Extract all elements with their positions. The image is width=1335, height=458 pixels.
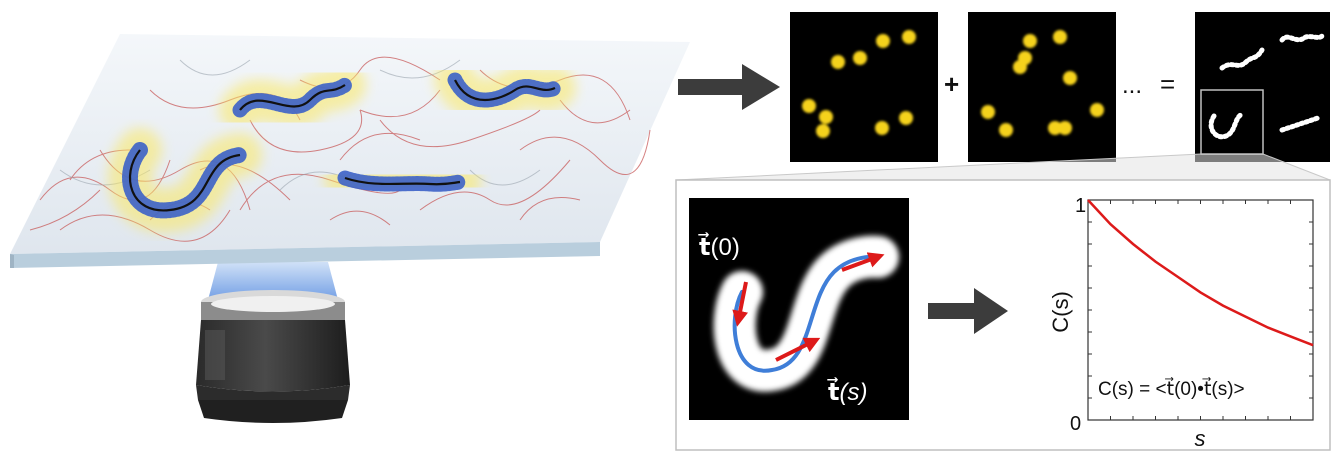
process-arrow-2 [928,288,1008,334]
y-tick-top: 1 [1075,195,1086,217]
ts-label: t⃗(s) [827,377,868,406]
bottlebrush-chain-3 [434,59,576,121]
zoom-projection [675,153,1331,181]
tangent-arrow-mid [775,337,821,362]
frame-overlay [1195,12,1330,162]
tangent-arrow-s [841,252,885,272]
tick-marks [1088,200,1313,420]
inset-panel: t⃗(0) t⃗(s) 1 0 C(s) s C(s) = <t⃗(0)•t⃗(… [675,179,1331,451]
objective-lens [196,262,350,423]
tangent-arrow-0 [732,281,749,327]
ellipsis: ... [1122,72,1142,99]
t0-label: t⃗(0) [698,232,740,261]
correlation-plot: 1 0 C(s) s C(s) = <t⃗(0)•t⃗(s)> [1048,195,1314,451]
frame-1 [790,12,938,162]
bottlebrush-chain-2 [219,64,366,131]
y-axis-label: C(s) [1048,291,1073,333]
microscope-scene [10,34,690,423]
bottlebrush-chain-4 [324,157,481,206]
formula-label: C(s) = <t⃗(0)•t⃗(s)> [1098,377,1245,400]
process-arrow-1 [678,64,780,110]
bottlebrush-chain-1 [108,128,262,233]
tangent-image: t⃗(0) t⃗(s) [689,198,909,420]
equals-sign: = [1160,69,1175,99]
plus-sign: + [944,69,959,99]
frame-2 [968,12,1116,162]
correlation-curve [1087,199,1314,347]
y-tick-bottom: 0 [1070,413,1081,435]
x-axis-label: s [1195,426,1206,451]
